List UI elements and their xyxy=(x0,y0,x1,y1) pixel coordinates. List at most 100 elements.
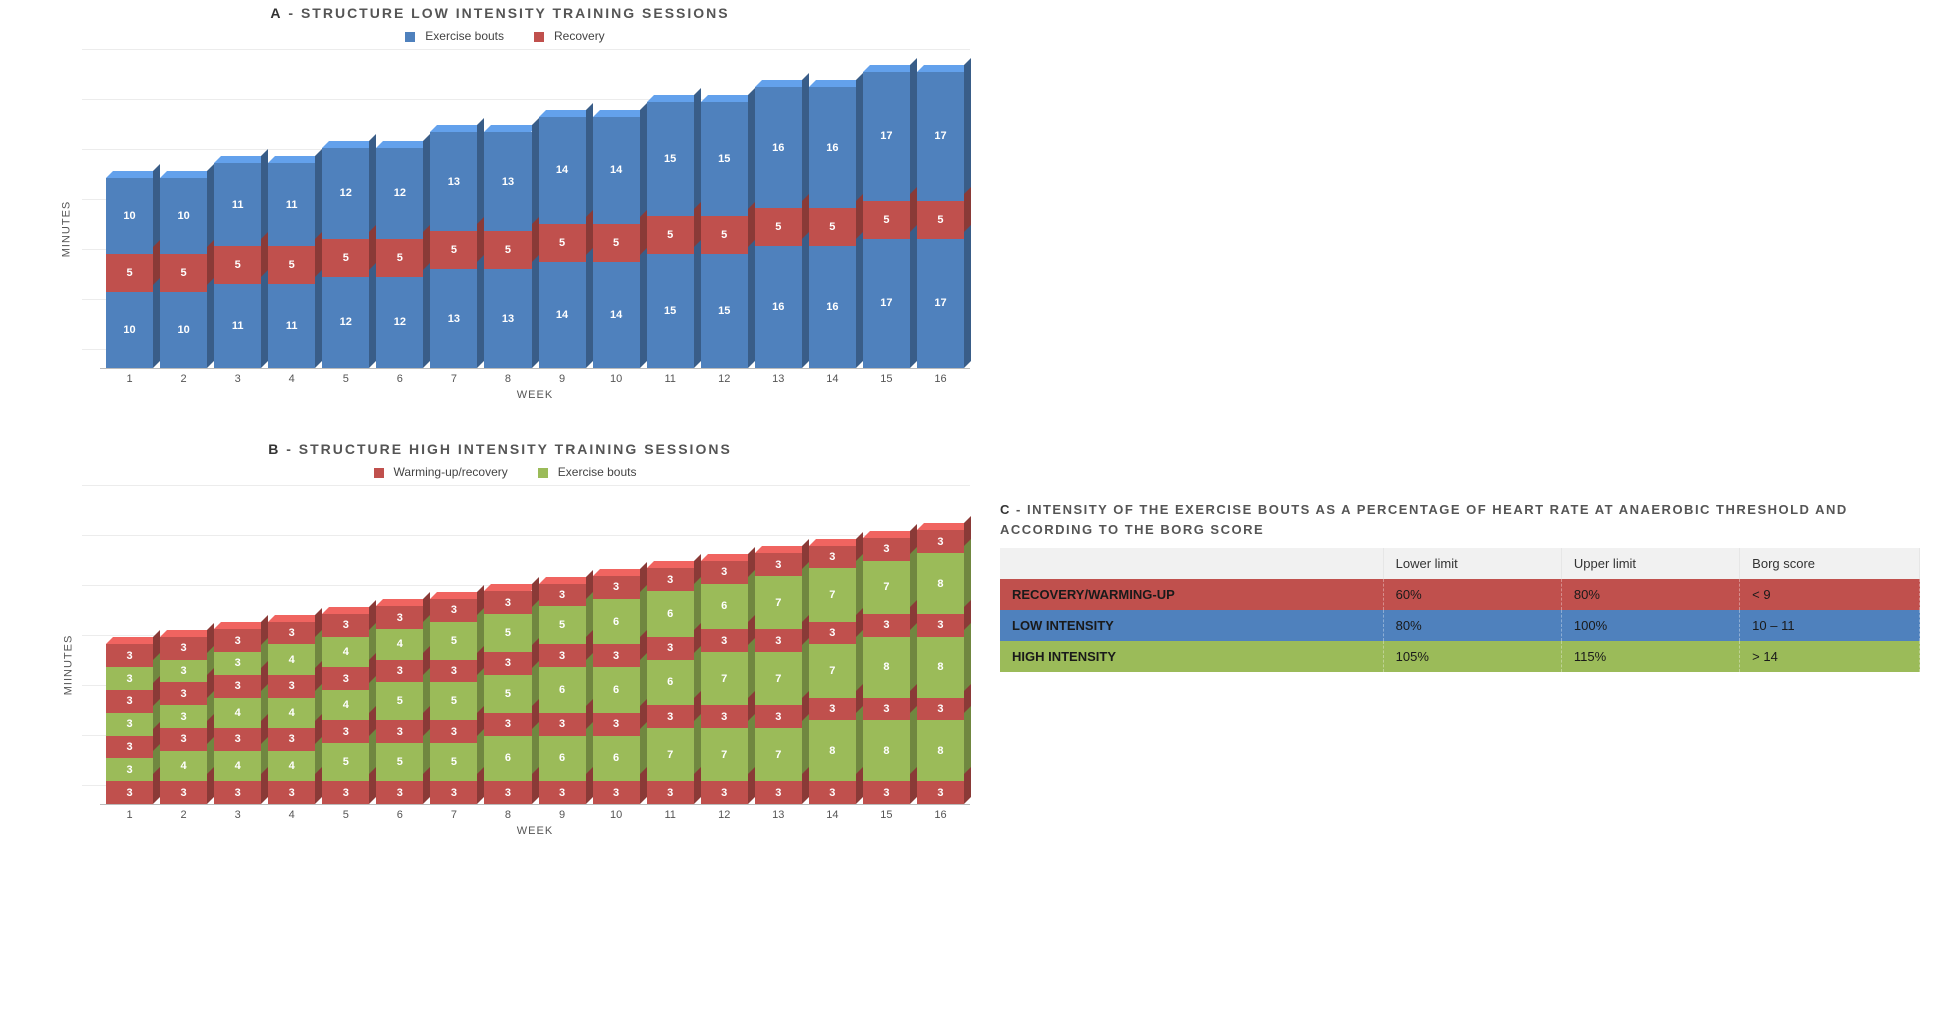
bar-segment: 3 xyxy=(430,660,477,683)
bar-column: 3435353 xyxy=(376,606,423,804)
bar-value: 6 xyxy=(559,684,565,696)
bar-segment: 13 xyxy=(484,269,531,368)
bar-value: 17 xyxy=(880,297,892,309)
bar-value: 3 xyxy=(397,787,403,799)
panel-a-title-text: STRUCTURE LOW INTENSITY TRAINING SESSION… xyxy=(301,5,730,21)
bar-segment: 5 xyxy=(484,231,531,269)
panel-b-xaxis: 12345678910111213141516 xyxy=(100,805,970,821)
bar-segment: 3 xyxy=(106,781,153,804)
bar-value: 3 xyxy=(451,604,457,616)
bar-value: 8 xyxy=(937,578,943,590)
bar-segment: 5 xyxy=(647,216,694,254)
bar-segment: 3 xyxy=(376,720,423,743)
bar-value: 6 xyxy=(667,676,673,688)
bar-segment: 12 xyxy=(376,148,423,239)
bar-segment: 16 xyxy=(809,87,856,209)
bar-value: 3 xyxy=(775,711,781,723)
bar-segment: 3 xyxy=(214,629,261,652)
bar-column: 3838383 xyxy=(917,530,964,804)
bar-value: 3 xyxy=(937,619,943,631)
bar-segment: 12 xyxy=(322,148,369,239)
bar-segment: 8 xyxy=(863,720,910,781)
bar-column: 16516 xyxy=(755,87,802,368)
panel-a-xaxis: 12345678910111213141516 xyxy=(100,369,970,385)
bar-segment: 3 xyxy=(863,538,910,561)
bar-value: 6 xyxy=(613,752,619,764)
bar-segment: 5 xyxy=(376,743,423,781)
bar-segment: 5 xyxy=(863,201,910,239)
legend-swatch xyxy=(374,468,384,478)
bar-value: 3 xyxy=(181,665,187,677)
x-tick: 4 xyxy=(268,809,315,821)
bar-segment: 7 xyxy=(755,652,802,705)
bar-value: 7 xyxy=(721,673,727,685)
bar-value: 3 xyxy=(235,657,241,669)
bar-segment: 3 xyxy=(755,629,802,652)
table-cell: > 14 xyxy=(1740,641,1920,672)
bar-segment: 3 xyxy=(160,728,207,751)
bar-value: 4 xyxy=(289,707,295,719)
bar-segment: 3 xyxy=(160,781,207,804)
bar-segment: 5 xyxy=(484,675,531,713)
bar-value: 14 xyxy=(610,309,622,321)
table-row: RECOVERY/WARMING-UP60%80%< 9 xyxy=(1000,579,1920,610)
bar-value: 11 xyxy=(286,199,298,211)
bar-value: 3 xyxy=(126,764,132,776)
panel-b-plot: 3333333333334333343433434343343435334353… xyxy=(100,485,970,805)
x-tick: 16 xyxy=(917,373,964,385)
bar-segment: 3 xyxy=(214,728,261,751)
bar-value: 3 xyxy=(829,551,835,563)
bar-column: 15515 xyxy=(647,102,694,368)
x-tick: 7 xyxy=(430,373,477,385)
bar-segment: 3 xyxy=(160,682,207,705)
bar-column: 10510 xyxy=(160,178,207,368)
bar-column: 3637373 xyxy=(701,561,748,804)
bar-column: 3535363 xyxy=(484,591,531,804)
bar-value: 3 xyxy=(343,726,349,738)
bar-value: 3 xyxy=(397,726,403,738)
bar-segment: 5 xyxy=(106,254,153,292)
bar-value: 4 xyxy=(181,760,187,772)
bar-value: 3 xyxy=(235,733,241,745)
bar-segment: 15 xyxy=(647,102,694,216)
bar-segment: 8 xyxy=(863,637,910,698)
bar-value: 3 xyxy=(235,680,241,692)
bar-segment: 6 xyxy=(539,736,586,782)
bar-segment: 17 xyxy=(863,72,910,201)
bar-segment: 5 xyxy=(755,208,802,246)
x-tick: 5 xyxy=(322,373,369,385)
bar-value: 8 xyxy=(937,661,943,673)
bar-column: 15515 xyxy=(701,102,748,368)
x-tick: 10 xyxy=(593,809,640,821)
bar-value: 17 xyxy=(934,297,946,309)
bar-value: 7 xyxy=(721,749,727,761)
bar-value: 11 xyxy=(232,199,244,211)
x-tick: 6 xyxy=(376,809,423,821)
bar-value: 4 xyxy=(289,654,295,666)
bar-value: 4 xyxy=(235,707,241,719)
bar-segment: 3 xyxy=(214,781,261,804)
bar-segment: 11 xyxy=(268,163,315,247)
bar-segment: 6 xyxy=(593,736,640,782)
bar-segment: 14 xyxy=(539,262,586,368)
bar-segment: 3 xyxy=(106,713,153,736)
bar-segment: 3 xyxy=(268,781,315,804)
bar-value: 8 xyxy=(883,661,889,673)
bar-value: 3 xyxy=(451,665,457,677)
bar-segment: 6 xyxy=(647,660,694,706)
bar-segment: 3 xyxy=(701,561,748,584)
panel-b-legend: Warming-up/recoveryExercise bouts xyxy=(30,465,970,479)
bar-segment: 3 xyxy=(809,698,856,721)
bar-segment: 4 xyxy=(268,698,315,728)
panel-b-title: B - STRUCTURE HIGH INTENSITY TRAINING SE… xyxy=(30,441,970,457)
bar-value: 5 xyxy=(343,252,349,264)
bar-column: 12512 xyxy=(322,148,369,368)
bar-column: 16516 xyxy=(809,87,856,368)
bar-segment: 10 xyxy=(106,292,153,368)
bar-segment: 15 xyxy=(647,254,694,368)
bar-segment: 17 xyxy=(917,72,964,201)
bar-segment: 3 xyxy=(647,568,694,591)
bar-value: 3 xyxy=(126,718,132,730)
bar-value: 3 xyxy=(397,612,403,624)
bar-value: 4 xyxy=(343,646,349,658)
